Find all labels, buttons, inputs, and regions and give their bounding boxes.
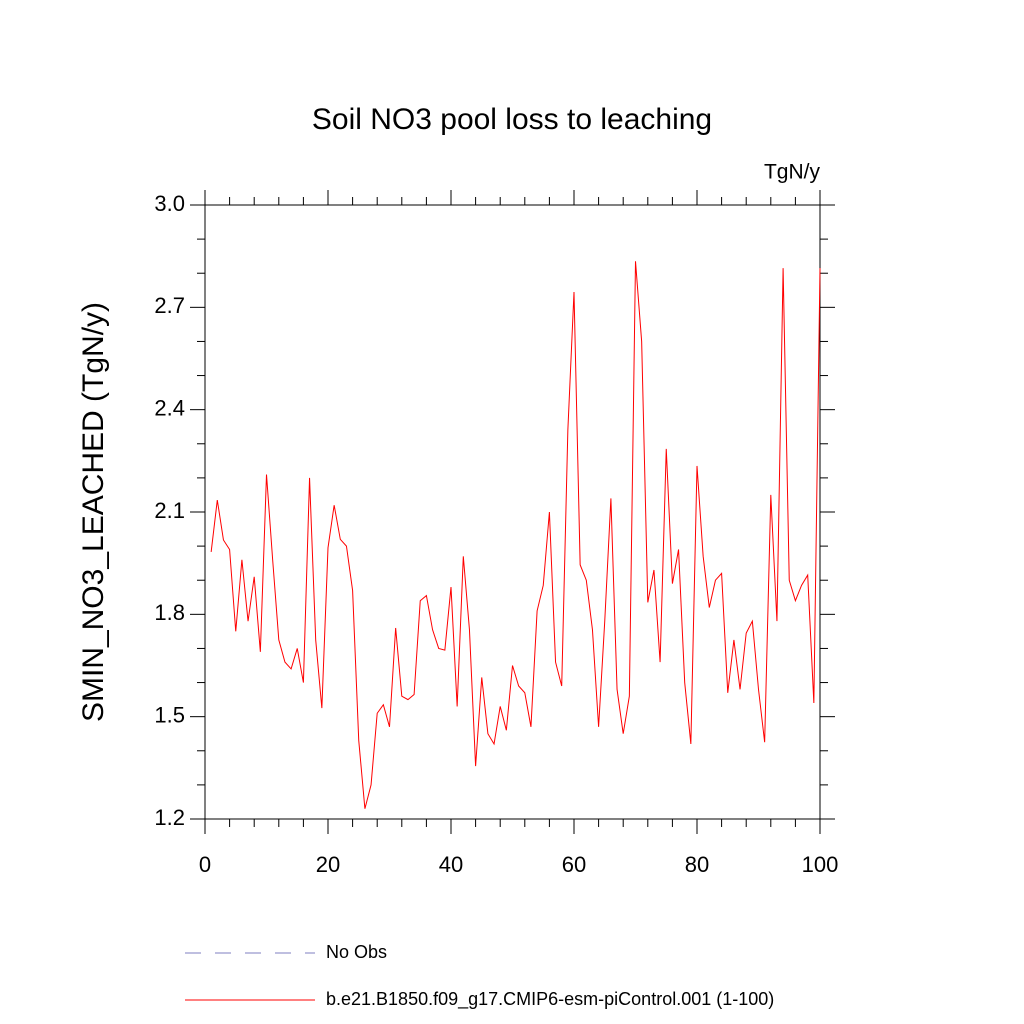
y-tick-label: 1.2 — [154, 805, 185, 830]
x-tick-label: 0 — [199, 852, 211, 877]
x-tick-label: 20 — [316, 852, 340, 877]
units-label: TgN/y — [764, 161, 821, 184]
x-tick-label: 80 — [685, 852, 709, 877]
y-tick-label: 2.4 — [154, 395, 185, 420]
data-line — [210, 261, 821, 809]
y-tick-label: 3.0 — [154, 191, 185, 216]
chart-title: Soil NO3 pool loss to leaching — [312, 103, 712, 136]
y-tick-label: 1.8 — [154, 600, 185, 625]
x-tick-label: 100 — [802, 852, 839, 877]
legend-label: b.e21.B1850.f09_g17.CMIP6-esm-piControl.… — [326, 989, 774, 1010]
x-tick-label: 40 — [439, 852, 463, 877]
y-tick-label: 2.1 — [154, 498, 185, 523]
y-tick-label: 2.7 — [154, 293, 185, 318]
x-tick-label: 60 — [562, 852, 586, 877]
y-tick-label: 1.5 — [154, 702, 185, 727]
y-axis-label: SMIN_NO3_LEACHED (TgN/y) — [77, 302, 110, 722]
legend-label: No Obs — [326, 942, 387, 962]
